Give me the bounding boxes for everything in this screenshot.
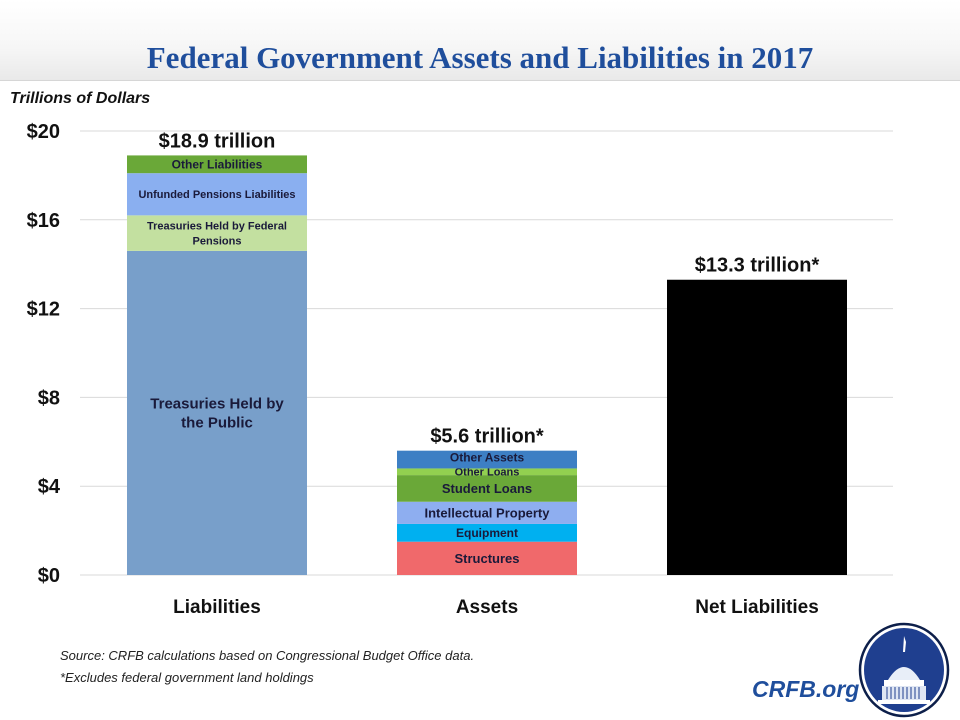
x-category-label: Liabilities bbox=[173, 597, 261, 618]
segment-label: Structures bbox=[454, 551, 519, 566]
source-note: Source: CRFB calculations based on Congr… bbox=[60, 648, 475, 663]
segment-label: Other Loans bbox=[455, 466, 520, 478]
segment-label: Other Liabilities bbox=[172, 158, 263, 172]
bar-segment-other-loans bbox=[397, 468, 577, 476]
stacked-bar-chart: $0 $4 $8 $12 $16 $20 Treasuries Held by the Pu… bbox=[27, 121, 893, 618]
x-category-label: Assets bbox=[456, 597, 518, 618]
segment-label: Pensions bbox=[193, 235, 242, 247]
y-tick-label: $8 bbox=[38, 387, 60, 409]
bar-total-label: $13.3 trillion* bbox=[695, 255, 820, 277]
segment-label: Other Assets bbox=[450, 451, 525, 465]
y-axis-units-label: Trillions of Dollars bbox=[10, 90, 151, 107]
y-tick-label: $16 bbox=[27, 210, 60, 232]
bar-segment-other-assets bbox=[397, 450, 577, 469]
segment-label: Student Loans bbox=[442, 481, 532, 496]
segment-label: the Public bbox=[181, 415, 253, 432]
segment-label: Unfunded Pensions Liabilities bbox=[138, 189, 295, 201]
segment-label: Equipment bbox=[456, 526, 518, 540]
footnote: *Excludes federal government land holdin… bbox=[60, 670, 314, 685]
bar-assets: Structures Equipment Intellectual Property… bbox=[397, 426, 577, 575]
bars: Treasuries Held by the Public Treasuries H… bbox=[127, 130, 847, 575]
category-labels: Liabilities Assets Net Liabilities bbox=[173, 597, 819, 618]
x-category-label: Net Liabilities bbox=[695, 597, 819, 618]
bar-segment-treasuries-held-by-federal-pensions bbox=[127, 215, 307, 251]
bar-segment-student-loans bbox=[397, 475, 577, 502]
bar-total-label: $18.9 trillion bbox=[159, 130, 276, 152]
y-tick-label: $0 bbox=[38, 565, 60, 587]
crfb-link[interactable]: CRFB.org bbox=[752, 676, 860, 702]
segment-label: Treasuries Held by Federal bbox=[147, 220, 287, 232]
bar-net-liabilities: $13.3 trillion* bbox=[667, 255, 847, 575]
y-tick-label: $4 bbox=[38, 476, 61, 498]
bar-segment-unfunded-pensions-liabilities bbox=[127, 173, 307, 216]
bar-segment-intellectual-property bbox=[397, 501, 577, 524]
bar-liabilities: Treasuries Held by the Public Treasuries H… bbox=[127, 130, 307, 575]
bar-segment-treasuries-held-by-the-public bbox=[127, 250, 307, 575]
bar-segment-structures bbox=[397, 541, 577, 575]
segment-label: Intellectual Property bbox=[425, 505, 551, 520]
bar-segment-other-liabilities bbox=[127, 155, 307, 174]
bar-segment-net-liabilities bbox=[667, 279, 847, 575]
bar-segment-equipment bbox=[397, 523, 577, 542]
bar-total-label: $5.6 trillion* bbox=[430, 426, 544, 448]
title-banner: Federal Government Assets and Liabilitie… bbox=[0, 0, 960, 81]
crfb-capitol-logo-icon bbox=[858, 622, 950, 718]
chart-title: Federal Government Assets and Liabilitie… bbox=[146, 40, 814, 75]
y-tick-label: $12 bbox=[27, 299, 60, 321]
y-tick-label: $20 bbox=[27, 121, 60, 143]
segment-label: Treasuries Held by bbox=[150, 396, 284, 413]
y-axis-ticks: $0 $4 $8 $12 $16 $20 bbox=[27, 121, 61, 587]
